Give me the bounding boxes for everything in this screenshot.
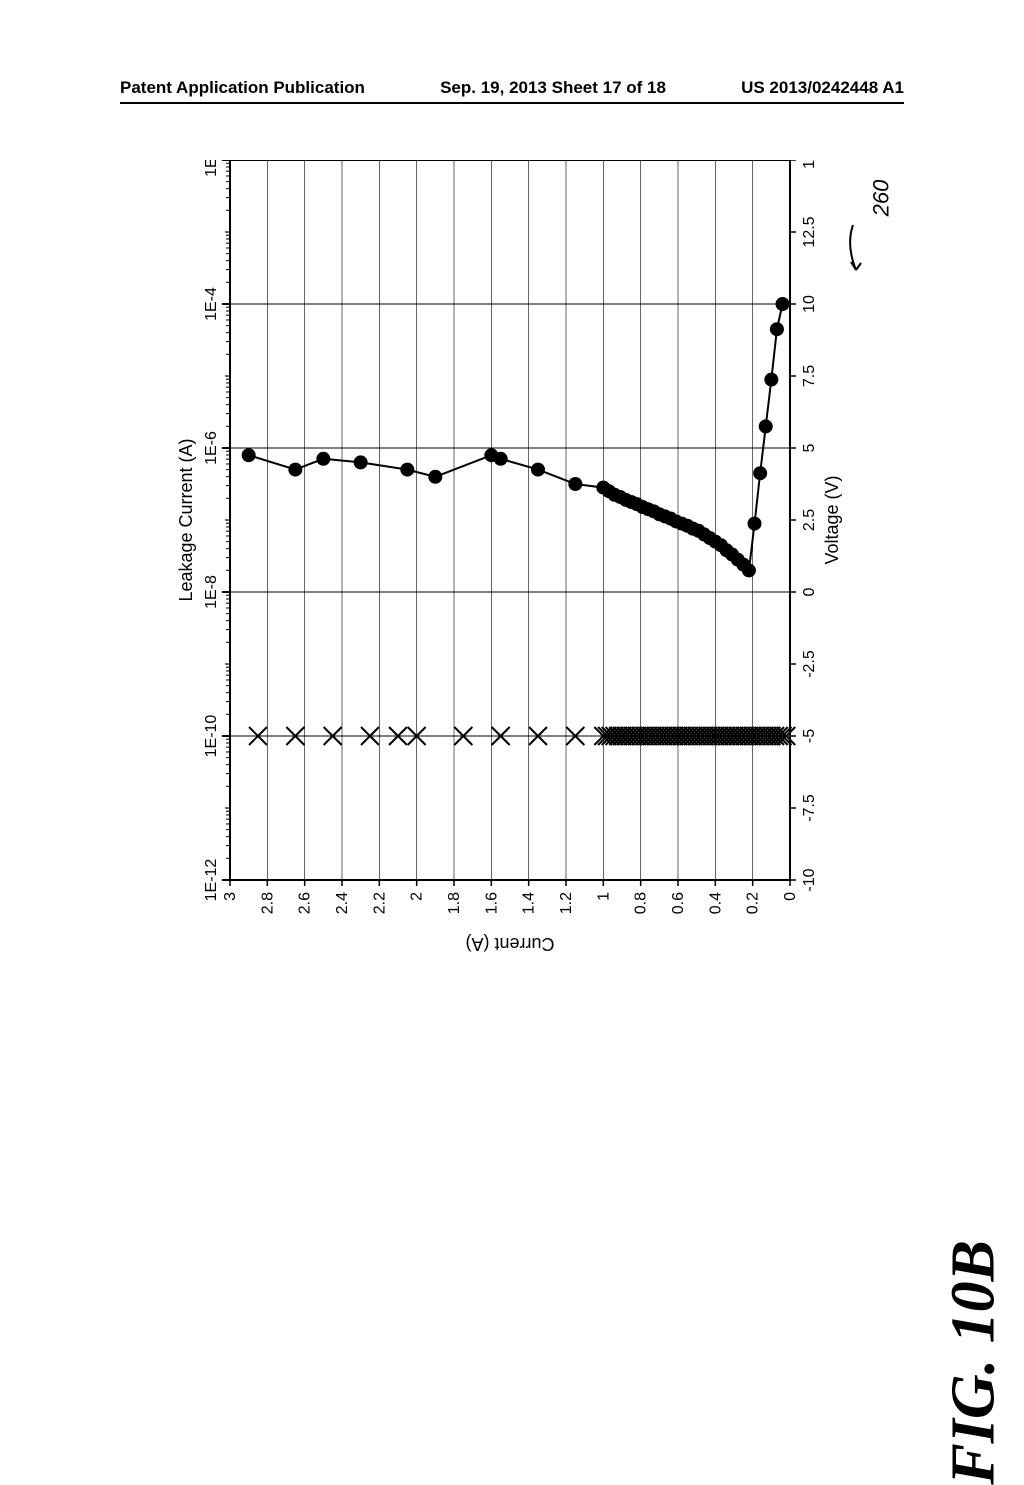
svg-text:15: 15 xyxy=(801,160,818,169)
svg-text:1E-6: 1E-6 xyxy=(203,431,220,465)
svg-text:Current (A): Current (A) xyxy=(465,934,554,954)
page-header: Patent Application Publication Sep. 19, … xyxy=(0,78,1024,98)
svg-text:1.4: 1.4 xyxy=(521,892,538,914)
svg-text:2.2: 2.2 xyxy=(371,892,388,914)
svg-text:0.6: 0.6 xyxy=(670,892,687,914)
svg-text:-5: -5 xyxy=(801,729,818,743)
svg-text:0.8: 0.8 xyxy=(633,892,650,914)
svg-text:-7.5: -7.5 xyxy=(801,794,818,822)
figure-label: FIG. 10B xyxy=(939,1240,1010,1485)
svg-text:1E-8: 1E-8 xyxy=(203,575,220,609)
svg-text:1.8: 1.8 xyxy=(446,892,463,914)
header-right: US 2013/0242448 A1 xyxy=(741,78,904,98)
svg-text:1E-4: 1E-4 xyxy=(203,287,220,321)
svg-text:-2.5: -2.5 xyxy=(801,650,818,678)
svg-text:Voltage (V): Voltage (V) xyxy=(822,475,842,564)
svg-text:1.6: 1.6 xyxy=(483,892,500,914)
svg-text:0: 0 xyxy=(801,587,818,596)
svg-text:2.5: 2.5 xyxy=(801,509,818,531)
svg-text:3: 3 xyxy=(222,892,239,901)
svg-text:1E-2: 1E-2 xyxy=(203,160,220,177)
svg-text:0.2: 0.2 xyxy=(745,892,762,914)
svg-text:2.8: 2.8 xyxy=(259,892,276,914)
svg-text:Leakage Current (A): Leakage Current (A) xyxy=(176,438,196,601)
svg-text:5: 5 xyxy=(801,443,818,452)
svg-text:1E-12: 1E-12 xyxy=(203,859,220,902)
svg-text:12.5: 12.5 xyxy=(801,216,818,247)
header-rule xyxy=(120,102,904,104)
svg-text:-10: -10 xyxy=(801,868,818,891)
header-center: Sep. 19, 2013 Sheet 17 of 18 xyxy=(440,78,666,98)
svg-text:0: 0 xyxy=(782,892,799,901)
svg-text:1.2: 1.2 xyxy=(558,892,575,914)
svg-text:2.4: 2.4 xyxy=(334,892,351,914)
figure-container: 260 00.20.40.60.811.21.41.61.822.22.42.6… xyxy=(80,160,980,1210)
svg-text:1E-10: 1E-10 xyxy=(203,715,220,758)
svg-text:2: 2 xyxy=(409,892,426,901)
svg-text:10: 10 xyxy=(801,295,818,313)
svg-text:7.5: 7.5 xyxy=(801,365,818,387)
svg-text:2.6: 2.6 xyxy=(297,892,314,914)
header-left: Patent Application Publication xyxy=(120,78,365,98)
chart: 0 0.2 0.4 0.6 0.8 1 1.2 1.4 1.6 1.8 2 2.2 2.4 2.6 2.8 3… xyxy=(80,160,980,1210)
svg-text:0.4: 0.4 xyxy=(707,892,724,914)
svg-text:1: 1 xyxy=(595,892,612,901)
